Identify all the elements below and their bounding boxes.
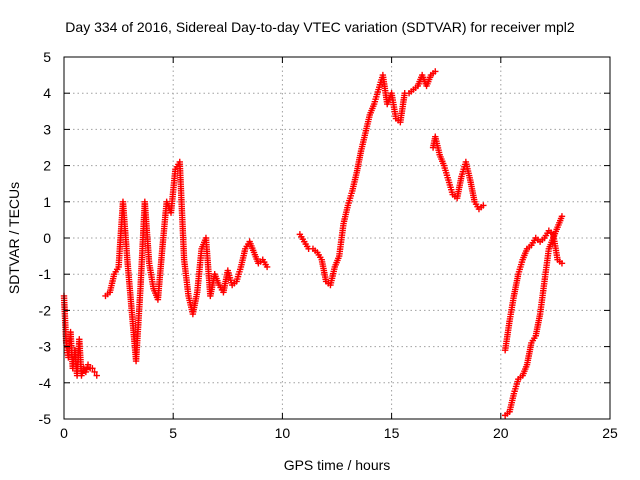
data-point	[558, 213, 566, 220]
data-point	[84, 361, 92, 368]
series-segment-1	[60, 292, 100, 379]
data-point	[432, 68, 439, 75]
y-tick-label: -3	[39, 339, 52, 355]
data-point	[558, 260, 566, 267]
data-points	[60, 68, 566, 419]
x-tick-label: 5	[169, 425, 177, 441]
series-segment-2	[102, 158, 271, 365]
series-segment-5	[501, 213, 566, 419]
y-tick-label: -5	[39, 411, 52, 427]
chart-title: Day 334 of 2016, Sidereal Day-to-day VTE…	[65, 19, 575, 35]
y-tick-label: 4	[43, 85, 51, 101]
series-segment-6	[501, 227, 566, 354]
x-axis-label: GPS time / hours	[284, 457, 391, 473]
y-tick-label: 0	[43, 230, 51, 246]
y-tick-label: 2	[43, 158, 51, 174]
axis-ticks	[63, 56, 611, 420]
x-tick-label: 10	[275, 425, 291, 441]
data-point	[89, 365, 96, 372]
x-tick-label: 25	[602, 425, 618, 441]
x-tick-label: 15	[384, 425, 400, 441]
series-segment-3	[296, 68, 439, 289]
series-segment-4	[429, 133, 487, 213]
axis-tick-labels: 0 5 10 15 20 25 -5 -4 -3 -2 -1 0 1 2 3 4 5	[39, 49, 618, 441]
data-point	[91, 368, 98, 376]
data-point	[263, 263, 271, 271]
data-point	[480, 202, 487, 209]
y-tick-label: 5	[43, 49, 51, 65]
y-tick-label: -1	[39, 266, 52, 282]
y-tick-label: 3	[43, 121, 51, 137]
y-tick-label: 1	[43, 194, 51, 210]
data-point	[93, 372, 100, 379]
x-tick-label: 20	[493, 425, 509, 441]
y-tick-label: -4	[39, 375, 52, 391]
y-axis-label: SDTVAR / TECUs	[6, 182, 22, 294]
y-tick-label: -2	[39, 302, 52, 318]
x-tick-label: 0	[60, 425, 68, 441]
data-point	[80, 365, 87, 372]
